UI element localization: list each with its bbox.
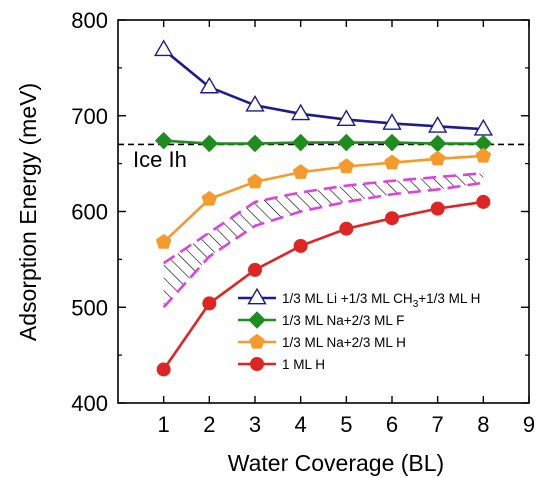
x-tick-label: 7 [432,412,444,437]
series-1-3-ml-na-2-3-ml-h [155,147,492,249]
legend-entry-1-3-ml-li-1-3-ml-ch: 1/3 ML Li +1/3 ML CH3+1/3 ML H [238,287,480,310]
legend-marker [250,357,264,371]
series-line [162,200,484,371]
data-point [339,221,354,236]
x-axis-label: Water Coverage (BL) [228,450,444,476]
data-point [199,76,220,94]
legend-entry-1-3-ml-na-2-3-ml-h: 1/3 ML Na+2/3 ML H [238,333,406,350]
series-group [153,39,494,377]
data-point [293,238,308,253]
data-point [291,133,310,152]
x-tick-label: 1 [158,412,170,437]
data-point [245,94,265,112]
legend-label: 1/3 ML Na+2/3 ML H [282,335,406,350]
series-line [162,154,484,244]
hatched-band [162,171,484,309]
data-point [428,134,447,153]
y-tick-label: 400 [71,391,108,416]
data-point [292,164,309,179]
legend-entry-1-3-ml-na-2-3-ml-f: 1/3 ML Na+2/3 ML F [238,311,404,329]
data-point [338,158,355,174]
data-point [476,194,491,209]
data-point [200,134,219,153]
x-tick-label: 5 [340,412,352,437]
ice-ih-label: Ice Ih [133,147,187,172]
series-1-3-ml-na-2-3-ml-f [154,131,493,153]
series-1-ml-h [156,194,491,377]
y-tick-label: 600 [71,200,108,225]
x-tick-label: 6 [386,412,398,437]
data-point [247,173,263,189]
data-point [246,134,264,153]
data-point [154,131,173,150]
legend-marker [248,311,266,329]
legend: 1/3 ML Li +1/3 ML CH3+1/3 ML H 1/3 ML Na+… [238,287,480,372]
x-tick-label: 3 [249,412,261,437]
y-axis-label: Adsorption Energy (meV) [15,83,41,341]
band-upper-boundary [162,171,484,265]
legend-label: 1/3 ML Na+2/3 ML F [282,313,404,328]
y-tick-label: 500 [71,295,108,320]
x-tick-label: 4 [295,412,307,437]
data-point [430,201,445,216]
data-point [202,296,217,311]
data-point [382,113,402,130]
data-point [337,133,356,152]
x-tick-label: 8 [477,412,489,437]
legend-marker [247,287,267,305]
band-lower-boundary [162,181,484,309]
x-tick-label: 2 [203,412,215,437]
data-point [248,262,262,277]
series-1-3-ml-li-1-3-ml-ch [153,39,494,136]
x-tick-label: 9 [523,412,535,437]
y-tick-label: 800 [71,8,108,33]
data-point [427,116,448,133]
data-point [156,362,171,377]
legend-entry-1-ml-h: 1 ML H [238,357,325,372]
legend-label: 1/3 ML Li +1/3 ML CH3+1/3 ML H [282,291,480,310]
legend-marker [249,333,265,349]
data-point [153,39,174,57]
data-point [384,154,400,170]
legend-label: 1 ML H [282,357,325,372]
data-point [336,109,357,127]
data-point [385,211,399,226]
data-point [201,190,218,206]
data-point [290,103,311,121]
data-point [475,147,492,163]
axis-ticks: 1 2 3 4 5 6 7 8 9 400 500 600 700 800 [71,8,535,437]
y-tick-label: 700 [71,104,108,129]
data-point [429,150,446,166]
data-point [155,233,172,249]
data-point [383,133,401,152]
